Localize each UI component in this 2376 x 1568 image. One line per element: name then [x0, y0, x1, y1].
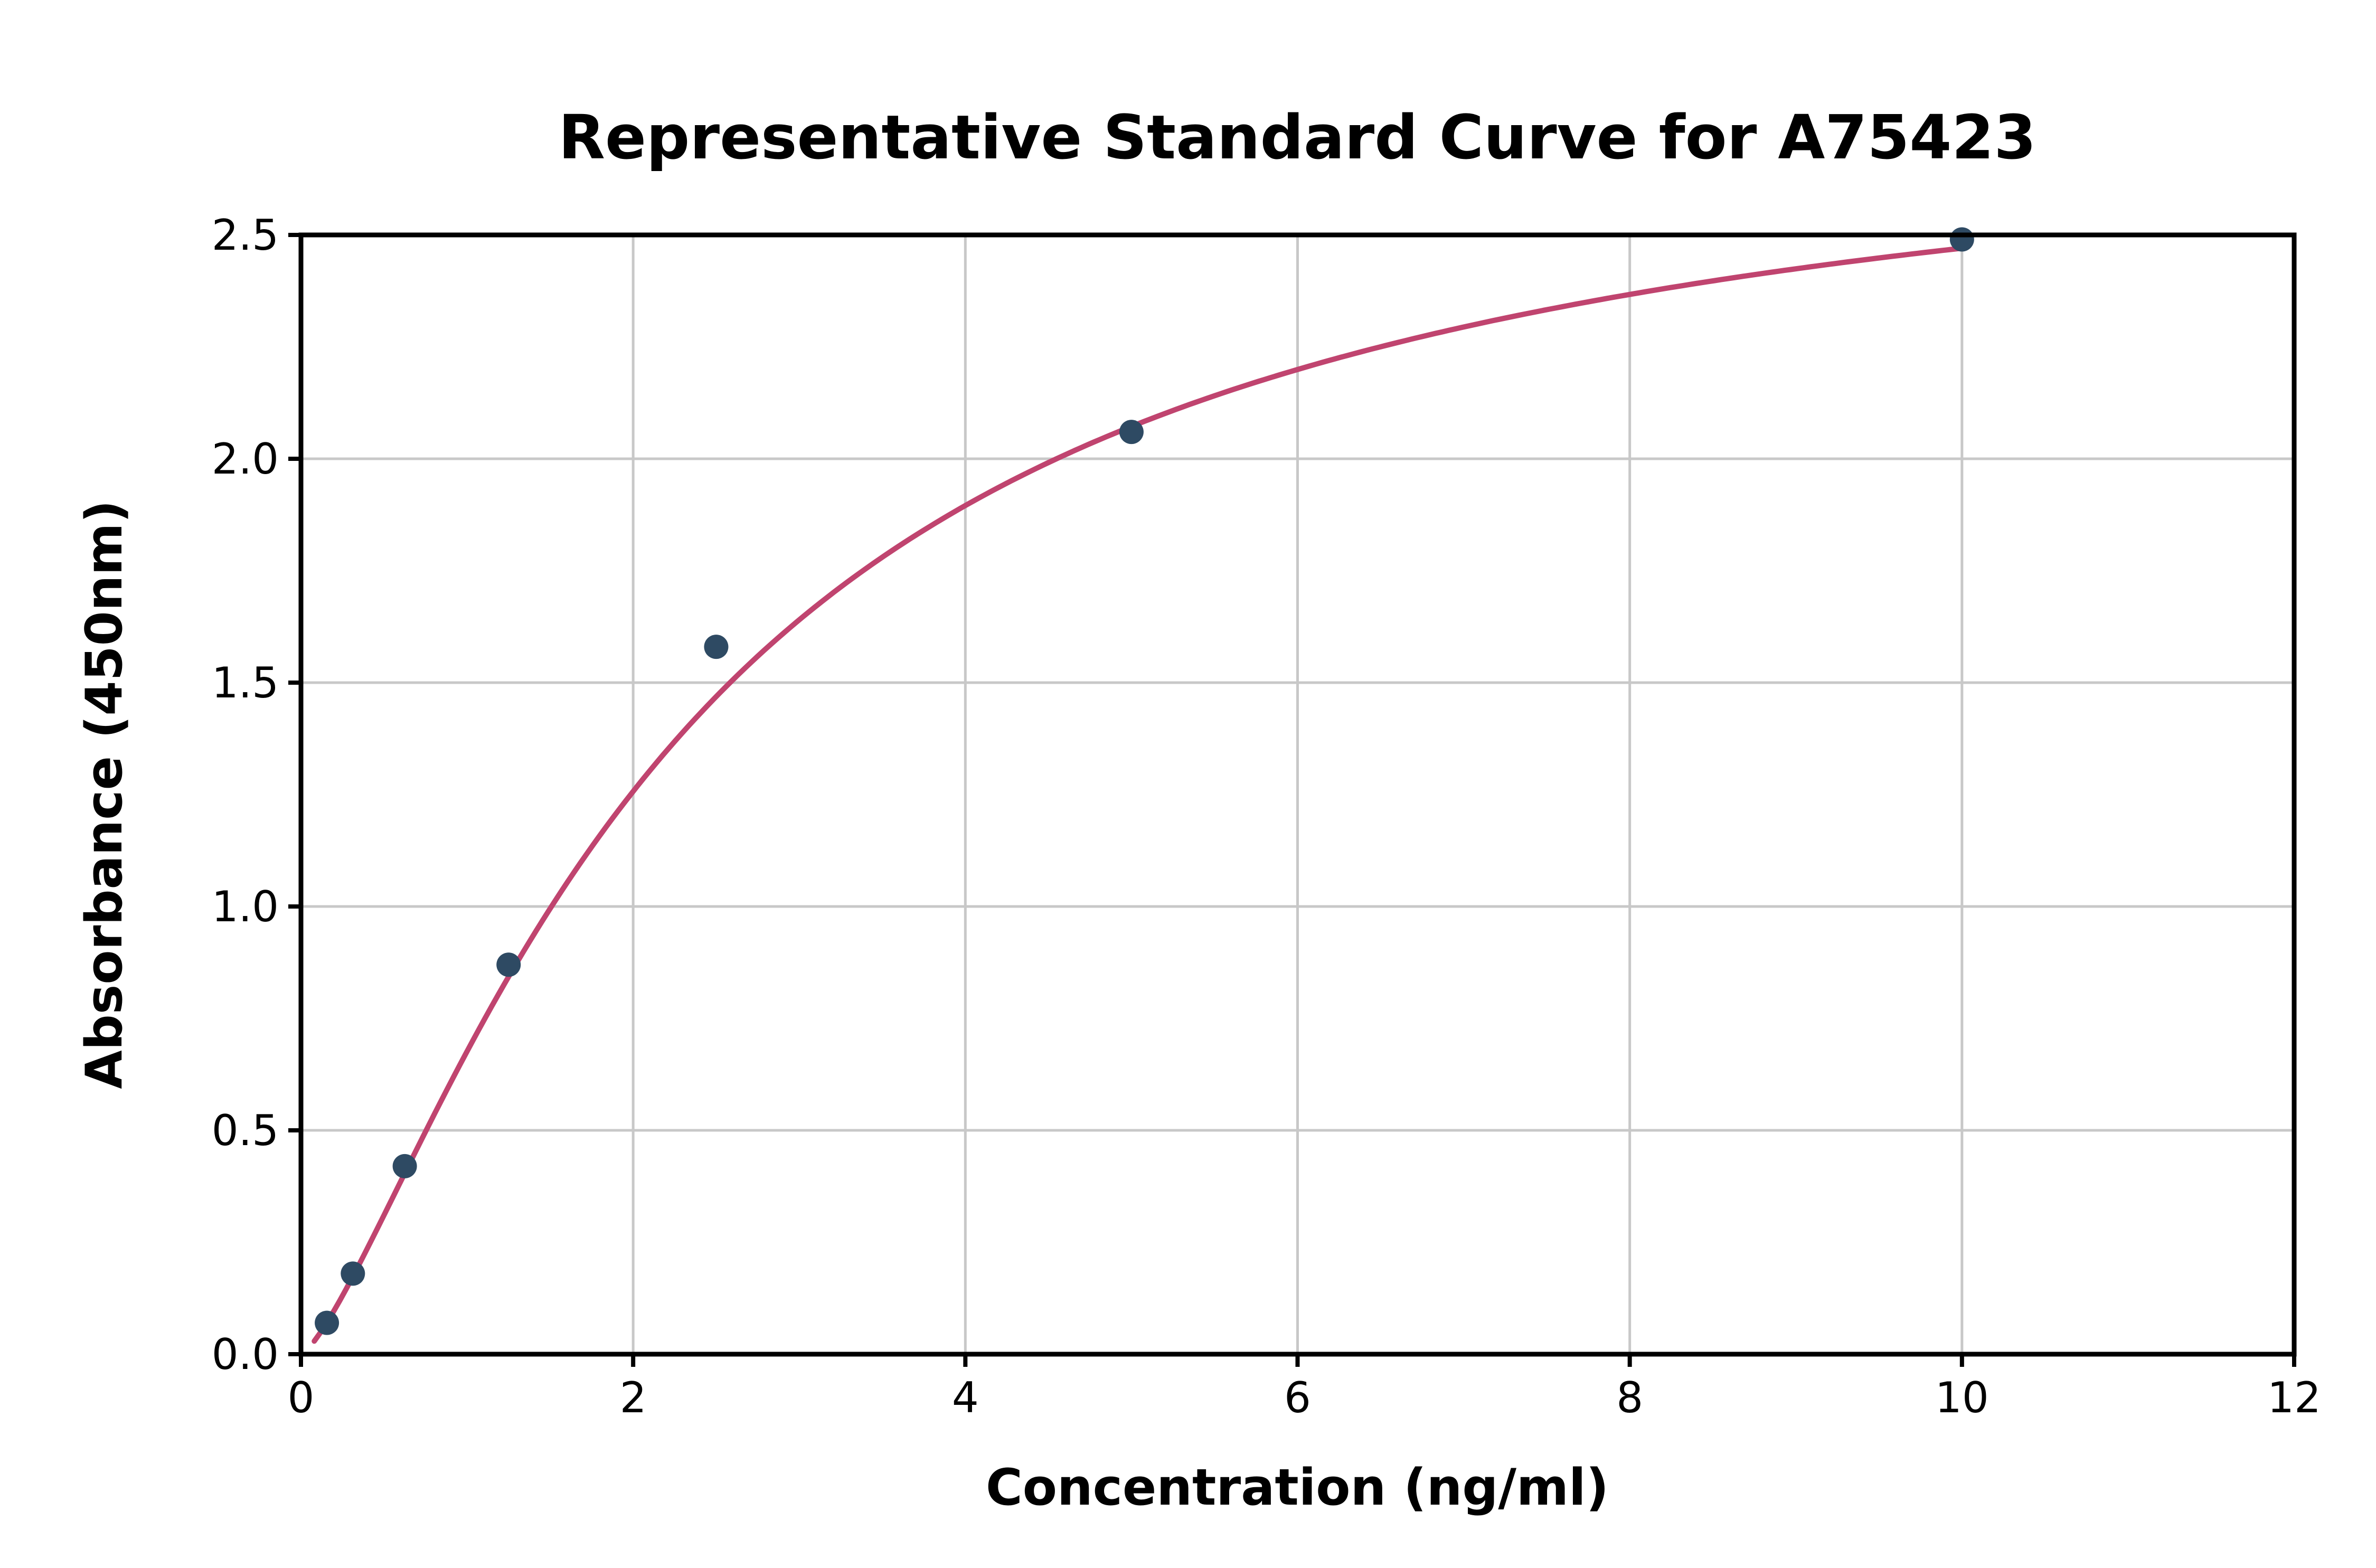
data-point — [496, 952, 521, 977]
y-tick-label: 2.5 — [212, 211, 279, 260]
data-point — [1949, 227, 1974, 252]
y-tick-label: 2.0 — [212, 434, 279, 484]
data-point — [392, 1154, 417, 1178]
x-tick-label: 0 — [288, 1373, 315, 1422]
data-point — [1119, 420, 1144, 445]
y-tick-label: 0.5 — [212, 1106, 279, 1155]
data-point — [315, 1310, 340, 1335]
grid-layer — [299, 233, 2296, 1356]
fit-curve — [312, 245, 1965, 1344]
x-tick-label: 8 — [1616, 1373, 1643, 1422]
y-tick-label: 1.5 — [212, 658, 279, 707]
x-tick-label: 4 — [952, 1373, 979, 1422]
x-tick-label: 6 — [1284, 1373, 1311, 1422]
data-point — [341, 1261, 365, 1286]
x-tick-label: 2 — [620, 1373, 647, 1422]
x-tick-label: 12 — [2267, 1373, 2321, 1422]
x-tick-label: 10 — [1935, 1373, 1989, 1422]
data-point — [704, 635, 729, 659]
chart-title: Representative Standard Curve for A75423 — [559, 102, 2036, 173]
y-tick-label: 1.0 — [212, 882, 279, 931]
x-axis-label: Concentration (ng/ml) — [986, 1459, 1609, 1517]
ticks-layer: 0 2 4 6 8 10 12 0.0 0.5 1.0 1.5 2.0 2.5 — [212, 211, 2321, 1422]
y-axis-label: Absorbance (450nm) — [76, 500, 134, 1089]
y-tick-label: 0.0 — [212, 1330, 279, 1379]
series-layer — [312, 227, 1974, 1344]
